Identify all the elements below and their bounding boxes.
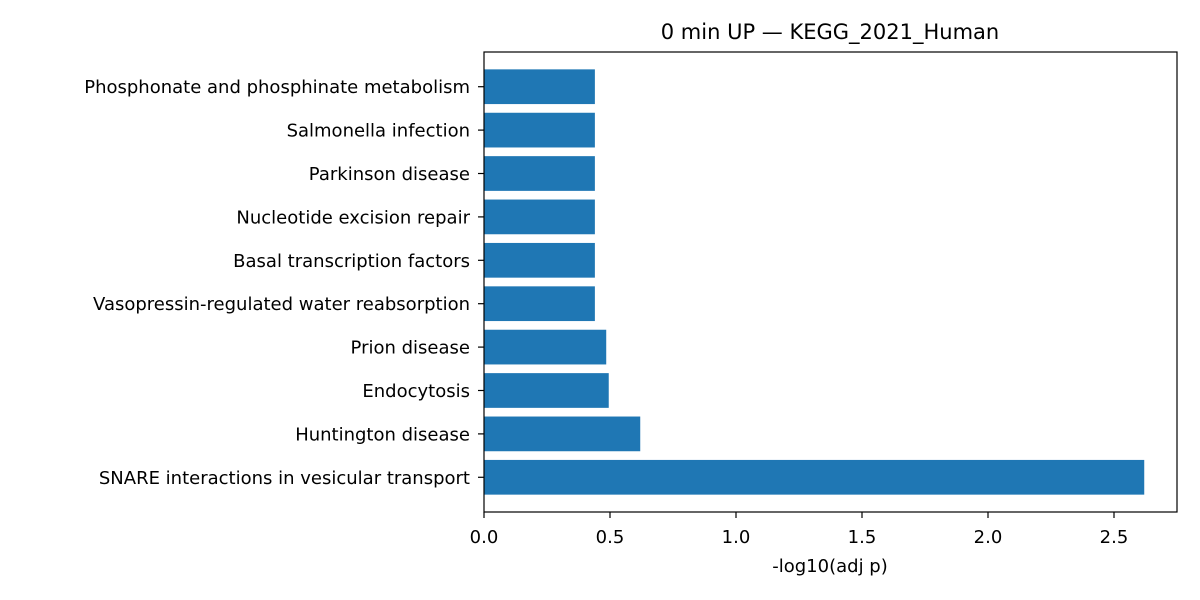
y-tick-label: SNARE interactions in vesicular transpor… bbox=[99, 468, 470, 489]
y-tick-label: Endocytosis bbox=[362, 381, 470, 402]
y-tick-label: Salmonella infection bbox=[287, 121, 470, 142]
x-tick-label: 1.0 bbox=[722, 527, 751, 548]
bar bbox=[484, 112, 595, 148]
plot-frame bbox=[483, 51, 1178, 513]
x-tick-label: 1.5 bbox=[848, 527, 877, 548]
bar bbox=[484, 199, 595, 235]
y-tick-label: Nucleotide excision repair bbox=[236, 207, 470, 228]
bar bbox=[484, 286, 595, 322]
chart-title: 0 min UP — KEGG_2021_Human bbox=[661, 20, 999, 45]
x-axis-ticks: 0.0 0.5 1.0 1.5 2.0 2.5 bbox=[470, 512, 1129, 548]
x-tick-label: 0.5 bbox=[596, 527, 625, 548]
y-tick-label: Huntington disease bbox=[295, 424, 470, 445]
bar bbox=[484, 329, 607, 365]
y-axis-ticks: SNARE interactions in vesicular transpor… bbox=[84, 77, 484, 489]
x-tick-label: 0.0 bbox=[470, 527, 499, 548]
bars-group bbox=[484, 69, 1145, 495]
x-tick-label: 2.5 bbox=[1100, 527, 1129, 548]
y-tick-label: Basal transcription factors bbox=[233, 251, 470, 272]
bar bbox=[484, 69, 595, 105]
bar bbox=[484, 373, 609, 408]
y-tick-label: Parkinson disease bbox=[309, 164, 470, 185]
y-tick-label: Phosphonate and phosphinate metabolism bbox=[84, 77, 470, 98]
y-tick-label: Prion disease bbox=[351, 338, 470, 359]
x-tick-label: 2.0 bbox=[974, 527, 1003, 548]
bar bbox=[484, 156, 595, 191]
bar bbox=[484, 459, 1145, 495]
y-tick-label: Vasopressin-regulated water reabsorption bbox=[93, 294, 470, 315]
bar bbox=[484, 242, 595, 278]
x-axis-label: -log10(adj p) bbox=[772, 556, 888, 577]
bar bbox=[484, 416, 641, 452]
